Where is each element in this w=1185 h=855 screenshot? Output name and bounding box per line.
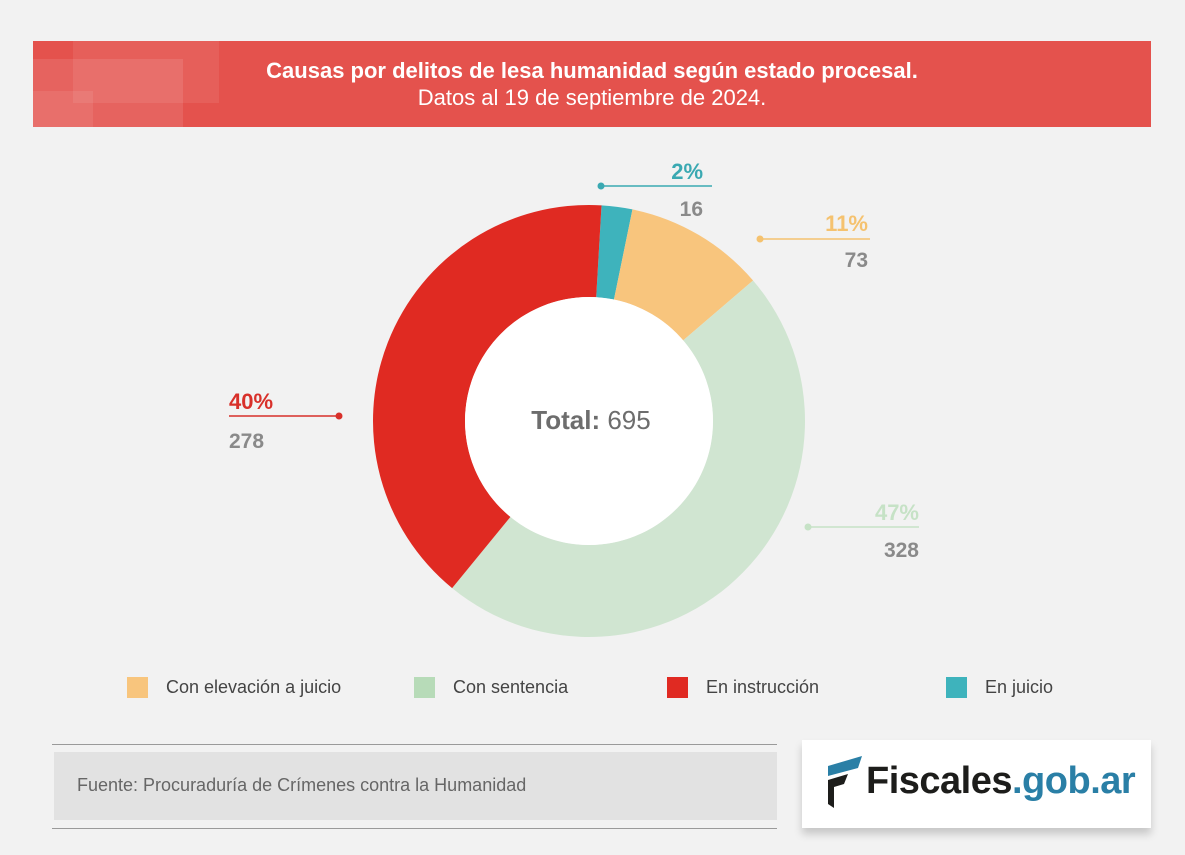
fiscales-logo: Fiscales.gob.ar — [802, 740, 1151, 828]
percent-label-0: 2% — [671, 159, 703, 184]
legend-swatch — [667, 676, 688, 698]
legend-label: Con sentencia — [453, 676, 569, 697]
percent-label-3: 40% — [229, 389, 273, 414]
header-decoration — [33, 91, 93, 127]
chart-subtitle: Datos al 19 de septiembre de 2024. — [417, 85, 767, 110]
source-text: Fuente: Procuraduría de Crímenes contra … — [77, 775, 527, 795]
legend-label: En instrucción — [706, 676, 820, 697]
donut-slice-3 — [372, 205, 602, 589]
legend-swatch — [946, 676, 967, 698]
value-label-2: 328 — [884, 539, 919, 562]
legend-item-con-elevacion: Con elevación a juicio — [127, 676, 341, 698]
legend-item-en-juicio: En juicio — [946, 676, 1053, 698]
callout-dot-3 — [335, 412, 343, 420]
fiscales-flag-icon — [828, 756, 862, 808]
logo-text-fiscales: Fiscales — [866, 760, 1013, 802]
header-banner: Causas por delitos de lesa humanidad seg… — [33, 41, 1151, 127]
value-label-1: 73 — [845, 249, 868, 272]
donut-slice-2 — [452, 280, 805, 637]
donut-slice-1 — [613, 209, 754, 341]
header-decoration — [33, 59, 183, 127]
header-decoration — [73, 41, 219, 103]
total-label: Total: 695 — [531, 405, 650, 435]
donut-hole — [465, 297, 713, 545]
value-label-0: 16 — [680, 198, 703, 221]
source-panel: Fuente: Procuraduría de Crímenes contra … — [54, 752, 777, 820]
legend-item-en-instruccion: En instrucción — [667, 676, 819, 698]
legend-swatch — [414, 676, 435, 698]
percent-label-1: 11% — [825, 211, 868, 236]
callout-dot-0 — [597, 182, 605, 190]
logo-text-domain: .gob.ar — [1012, 760, 1136, 802]
logo-wordmark: Fiscales.gob.ar — [866, 760, 1136, 803]
legend-item-con-sentencia: Con sentencia — [414, 676, 568, 698]
donut-slice-0 — [596, 205, 633, 300]
value-label-3: 278 — [229, 430, 264, 453]
legend-swatch — [127, 676, 148, 698]
legend-label: En juicio — [985, 676, 1054, 697]
source-box: Fuente: Procuraduría de Crímenes contra … — [52, 744, 777, 829]
callout-dot-2 — [804, 523, 812, 531]
callout-dot-1 — [756, 235, 764, 243]
chart-title: Causas por delitos de lesa humanidad seg… — [266, 58, 918, 83]
percent-label-2: 47% — [875, 500, 919, 525]
legend-label: Con elevación a juicio — [166, 676, 342, 697]
